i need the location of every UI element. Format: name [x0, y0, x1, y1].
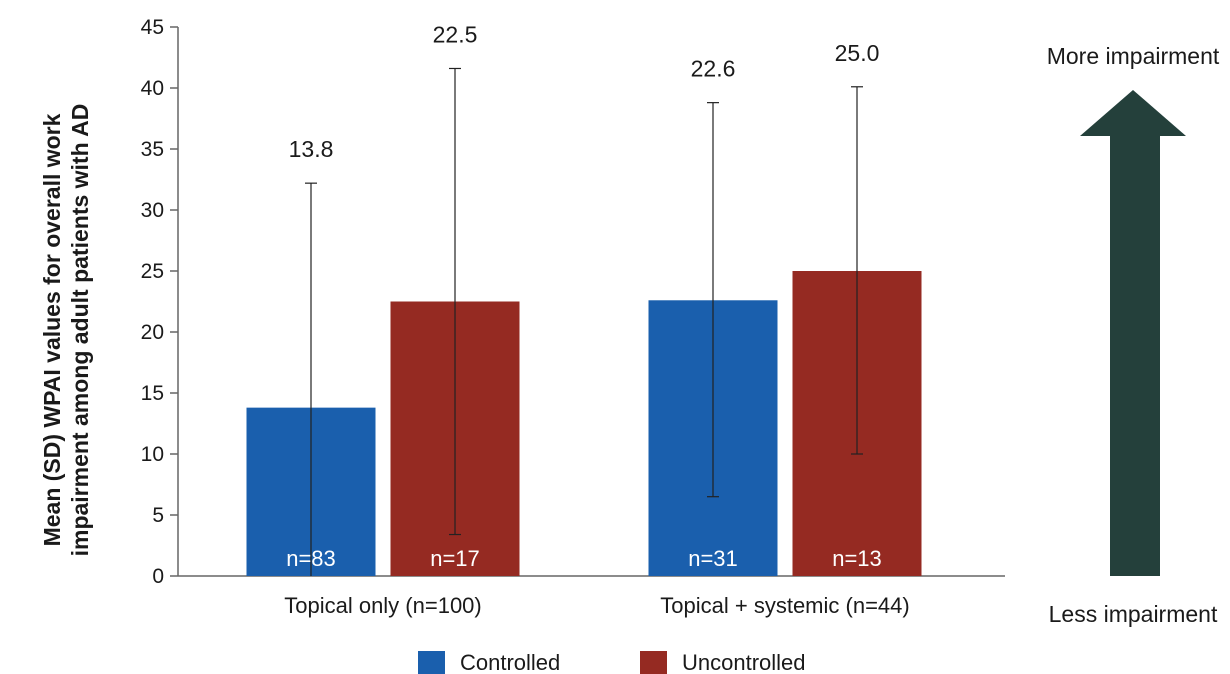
y-tick-label: 30	[141, 199, 164, 222]
up-arrow-icon	[1080, 90, 1186, 576]
y-tick-label: 15	[141, 382, 164, 405]
value-label: 22.6	[691, 56, 736, 82]
legend-swatch-uncontrolled	[640, 651, 667, 674]
y-tick-label: 40	[141, 77, 164, 100]
legend: Controlled Uncontrolled	[418, 650, 806, 674]
legend-label-uncontrolled: Uncontrolled	[682, 650, 806, 674]
value-label: 22.5	[433, 21, 478, 47]
more-impairment-label: More impairment	[1047, 43, 1220, 69]
y-tick-label: 25	[141, 260, 164, 283]
n-label: n=31	[688, 546, 738, 571]
y-tick-label: 45	[141, 16, 164, 39]
impairment-indicator: More impairment Less impairment	[1047, 43, 1220, 627]
less-impairment-label: Less impairment	[1049, 601, 1218, 627]
category-label: Topical only (n=100)	[284, 593, 482, 618]
y-tick-label: 5	[152, 504, 164, 527]
error-bars	[305, 67, 863, 576]
y-axis-label: Mean (SD) WPAI values for overall work i…	[39, 104, 93, 557]
category-labels: Topical only (n=100) Topical + systemic (…	[284, 593, 909, 618]
legend-label-controlled: Controlled	[460, 650, 560, 674]
n-label: n=83	[286, 546, 336, 571]
y-tick-label: 10	[141, 443, 164, 466]
data-labels: 13.8 n=83 22.6 n=31 22.5 n=17 25.0 n=13	[286, 21, 882, 571]
y-tick-label: 35	[141, 138, 164, 161]
n-label: n=17	[430, 546, 480, 571]
y-tick-label: 20	[141, 321, 164, 344]
y-tick-label: 0	[152, 565, 164, 588]
bars	[246, 271, 922, 576]
y-axis-label-line-2: impairment among adult patients with AD	[67, 104, 93, 557]
category-label: Topical + systemic (n=44)	[660, 593, 909, 618]
value-label: 25.0	[835, 40, 880, 66]
n-label: n=13	[832, 546, 882, 571]
value-label: 13.8	[289, 136, 334, 162]
legend-swatch-controlled	[418, 651, 445, 674]
y-axis-label-line-1: Mean (SD) WPAI values for overall work	[39, 113, 65, 546]
